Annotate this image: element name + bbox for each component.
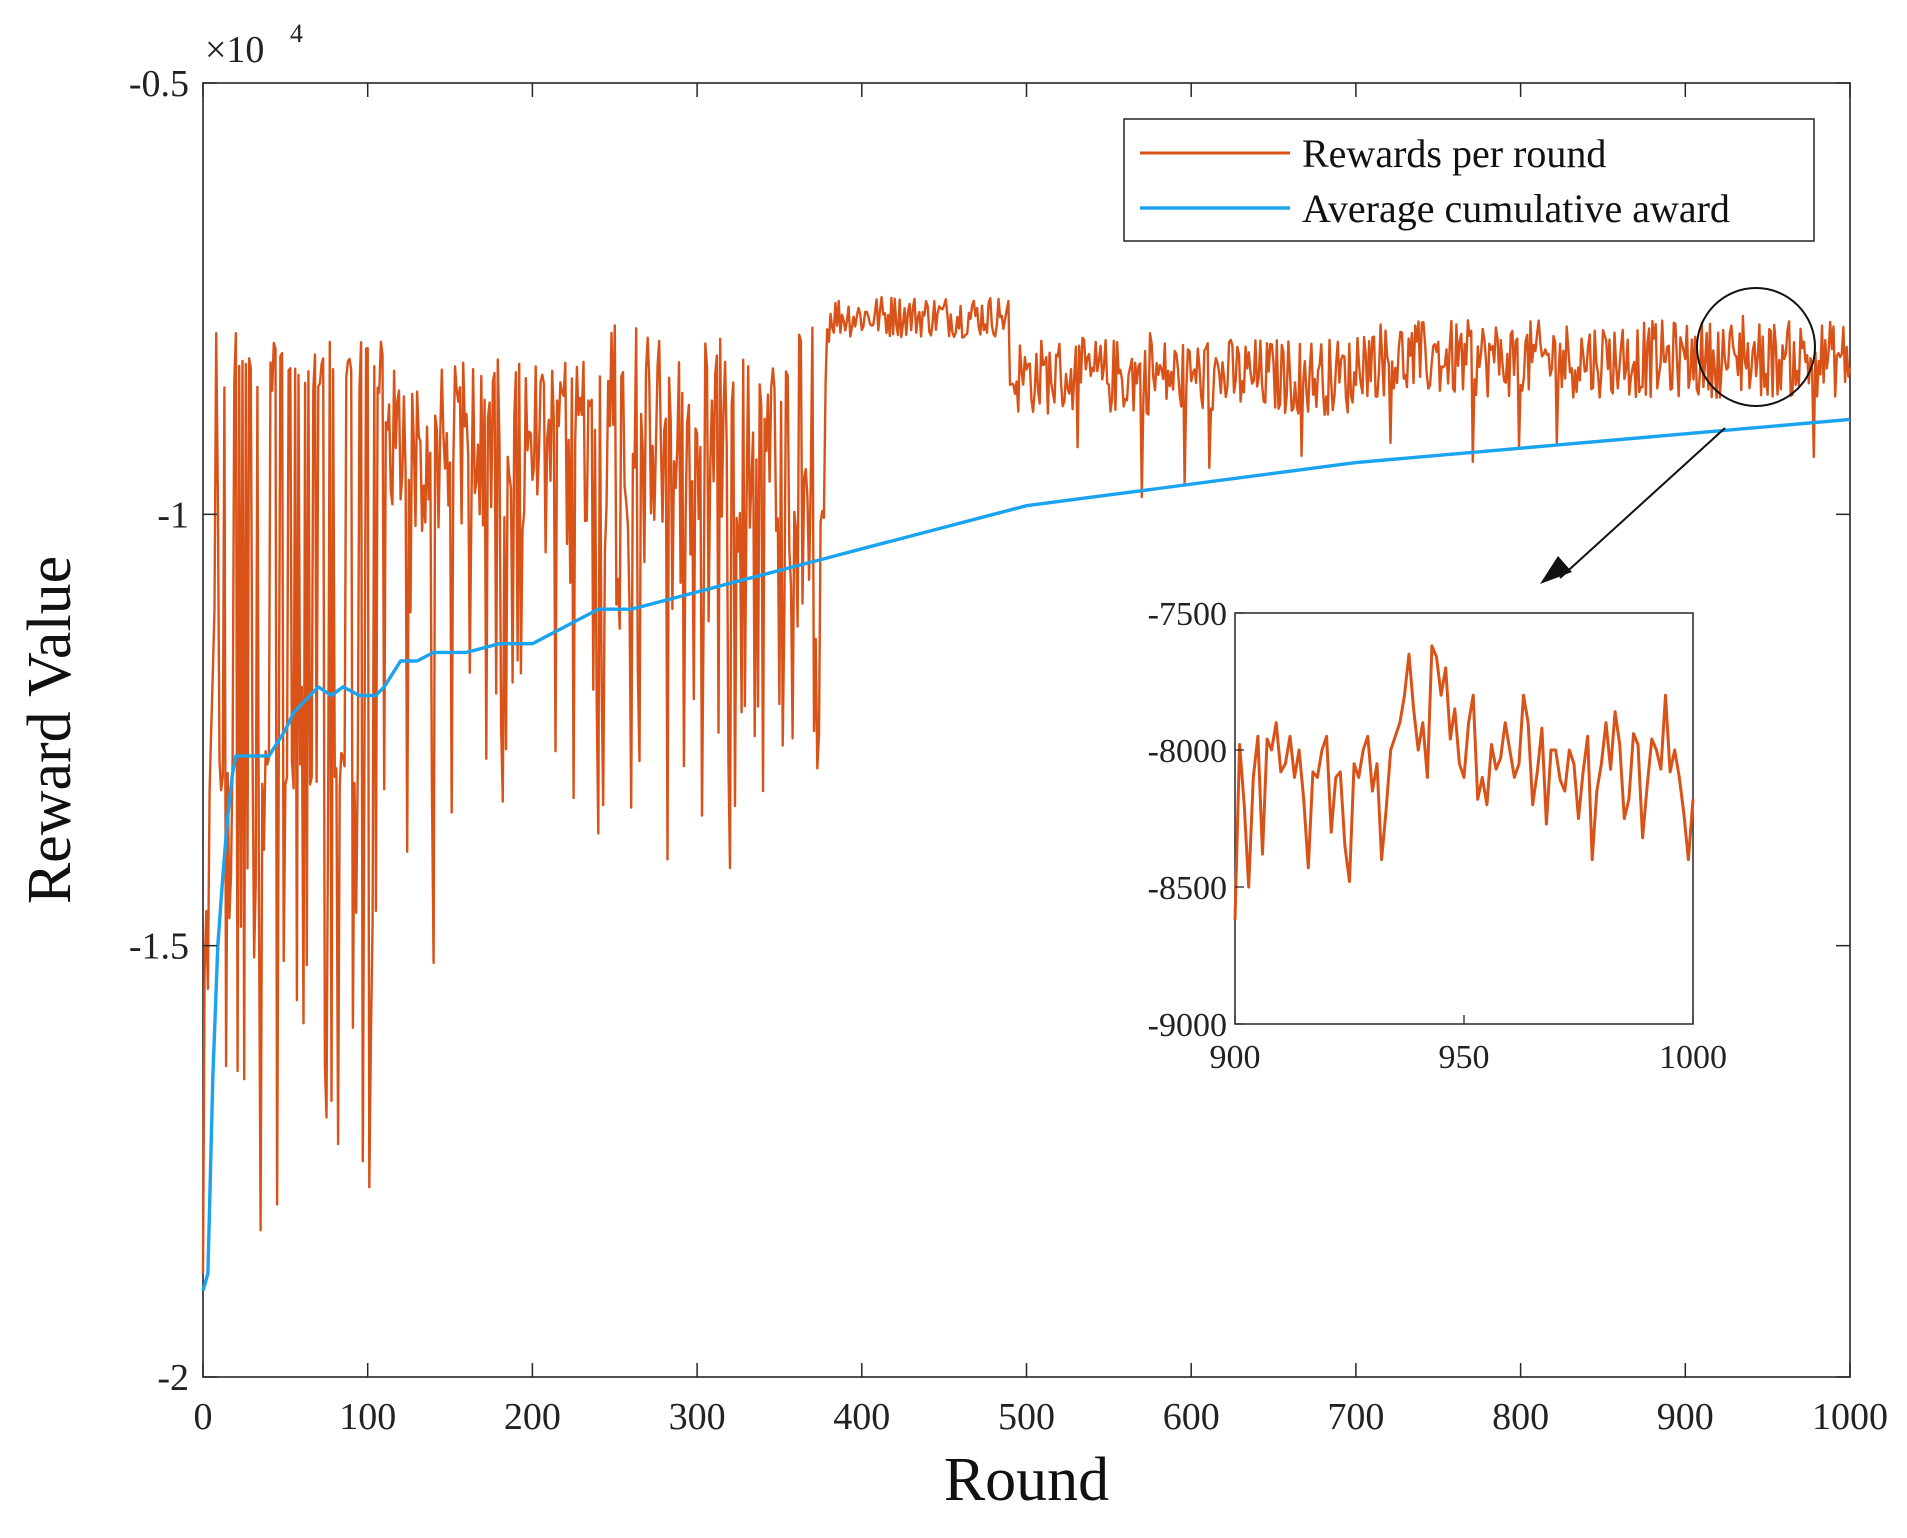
inset-y-tick-label: -8000 — [1148, 733, 1227, 770]
y-axis-title: Reward Value — [16, 556, 84, 904]
y-tick-label: -2 — [157, 1357, 189, 1399]
inset-x-tick-label: 950 — [1439, 1039, 1490, 1076]
legend-box — [1123, 118, 1815, 242]
legend: Rewards per round Average cumulative awar… — [1123, 118, 1815, 242]
zoom-arrow-line — [1559, 427, 1726, 579]
inset-y-tick-label: -9000 — [1148, 1007, 1227, 1044]
y-tick-label: -1.5 — [129, 926, 189, 968]
x-tick-label: 400 — [833, 1396, 890, 1438]
legend-label-average: Average cumulative award — [1302, 186, 1730, 231]
x-tick-label: 0 — [194, 1396, 213, 1438]
y-exponent-power: 4 — [290, 19, 303, 48]
inset-x-tick-label: 1000 — [1659, 1039, 1727, 1076]
legend-label-rewards: Rewards per round — [1302, 131, 1606, 176]
zoom-annotation — [1540, 287, 1816, 584]
series-average-cumulative-award — [201, 417, 1851, 1292]
inset-y-tick-label: -8500 — [1148, 870, 1227, 907]
series-rewards-per-round — [201, 295, 1852, 1274]
inset-y-tick-label: -7500 — [1148, 596, 1227, 633]
y-exponent-label: ×10 — [205, 29, 264, 71]
x-tick-label: 500 — [998, 1396, 1055, 1438]
y-tick-label: -0.5 — [129, 63, 189, 105]
x-tick-label: 600 — [1163, 1396, 1220, 1438]
inset-plot-area: 900 950 1000 -9000 -8500 -8000 -7500 — [1148, 596, 1727, 1076]
main-plot-area: 0 100 200 300 400 500 600 700 800 900 1000 -2 -1.5 -1… — [16, 19, 1888, 1514]
x-tick-label: 900 — [1657, 1396, 1714, 1438]
x-tick-label: 300 — [669, 1396, 726, 1438]
x-tick-label: 800 — [1492, 1396, 1549, 1438]
x-tick-label: 200 — [504, 1396, 561, 1438]
inset-series-rewards — [1233, 644, 1695, 920]
x-tick-label: 100 — [339, 1396, 396, 1438]
zoom-arrow-head — [1540, 556, 1572, 584]
y-tick-label: -1 — [157, 494, 189, 536]
x-axis-title: Round — [944, 1446, 1109, 1514]
inset-x-tick-label: 900 — [1210, 1039, 1261, 1076]
x-tick-label: 1000 — [1812, 1396, 1888, 1438]
x-tick-label: 700 — [1327, 1396, 1384, 1438]
zoom-circle — [1696, 287, 1816, 407]
